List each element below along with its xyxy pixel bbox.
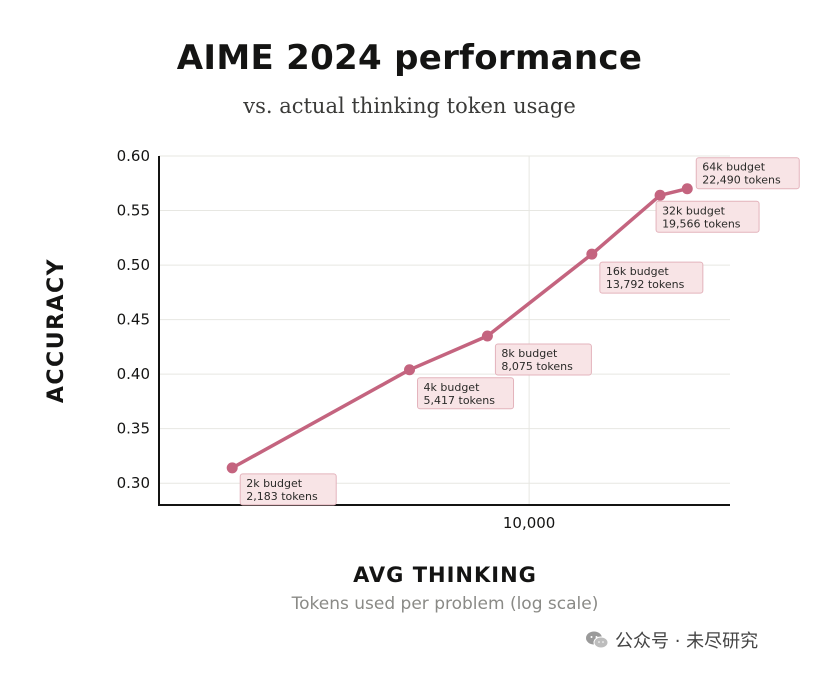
watermark: 公众号 · 未尽研究: [585, 628, 805, 652]
data-label-tokens: 13,792 tokens: [606, 278, 685, 291]
y-tick-label: 0.55: [117, 202, 150, 220]
data-point: [226, 462, 238, 474]
wechat-icon: [586, 631, 609, 649]
data-point: [481, 330, 493, 342]
x-tick-label: 10,000: [503, 514, 556, 532]
data-point: [404, 364, 416, 376]
data-point: [586, 248, 598, 260]
data-label-budget: 4k budget: [424, 381, 481, 394]
data-label-tokens: 2,183 tokens: [246, 490, 318, 503]
data-label-tokens: 8,075 tokens: [501, 360, 573, 373]
y-tick-label: 0.35: [117, 420, 150, 438]
data-label-budget: 16k budget: [606, 265, 670, 278]
data-label-box: [494, 343, 592, 376]
data-label-tokens: 22,490 tokens: [702, 174, 781, 187]
y-axis-label: ACCURACY: [44, 257, 70, 403]
chart-title: AIME 2024 performance: [176, 38, 643, 78]
data-label-budget: 2k budget: [246, 477, 303, 490]
chart-subtitle: vs. actual thinking token usage: [243, 94, 576, 118]
data-label-tokens: 19,566 tokens: [662, 217, 741, 230]
data-label-box: [655, 200, 760, 233]
data-label-box: [599, 261, 704, 294]
y-tick-label: 0.30: [117, 474, 150, 492]
data-point: [654, 189, 666, 201]
data-label-budget: 64k budget: [702, 161, 766, 174]
data-label-budget: 8k budget: [501, 347, 558, 360]
data-label-box: [239, 473, 337, 506]
x-axis-sublabel: Tokens used per problem (log scale): [291, 594, 599, 614]
y-tick-label: 0.40: [117, 365, 150, 383]
data-label-tokens: 5,417 tokens: [424, 394, 496, 407]
series-line: [230, 186, 689, 470]
data-label-box: [417, 377, 515, 410]
x-axis-label: AVG THINKING: [353, 563, 537, 587]
data-point: [681, 183, 693, 195]
y-tick-label: 0.50: [117, 256, 150, 274]
data-label-budget: 32k budget: [662, 204, 726, 217]
data-label-box: [695, 157, 800, 190]
watermark-text: 公众号 · 未尽研究: [615, 631, 759, 652]
y-tick-label: 0.60: [117, 147, 150, 165]
y-tick-label: 0.45: [117, 311, 150, 329]
